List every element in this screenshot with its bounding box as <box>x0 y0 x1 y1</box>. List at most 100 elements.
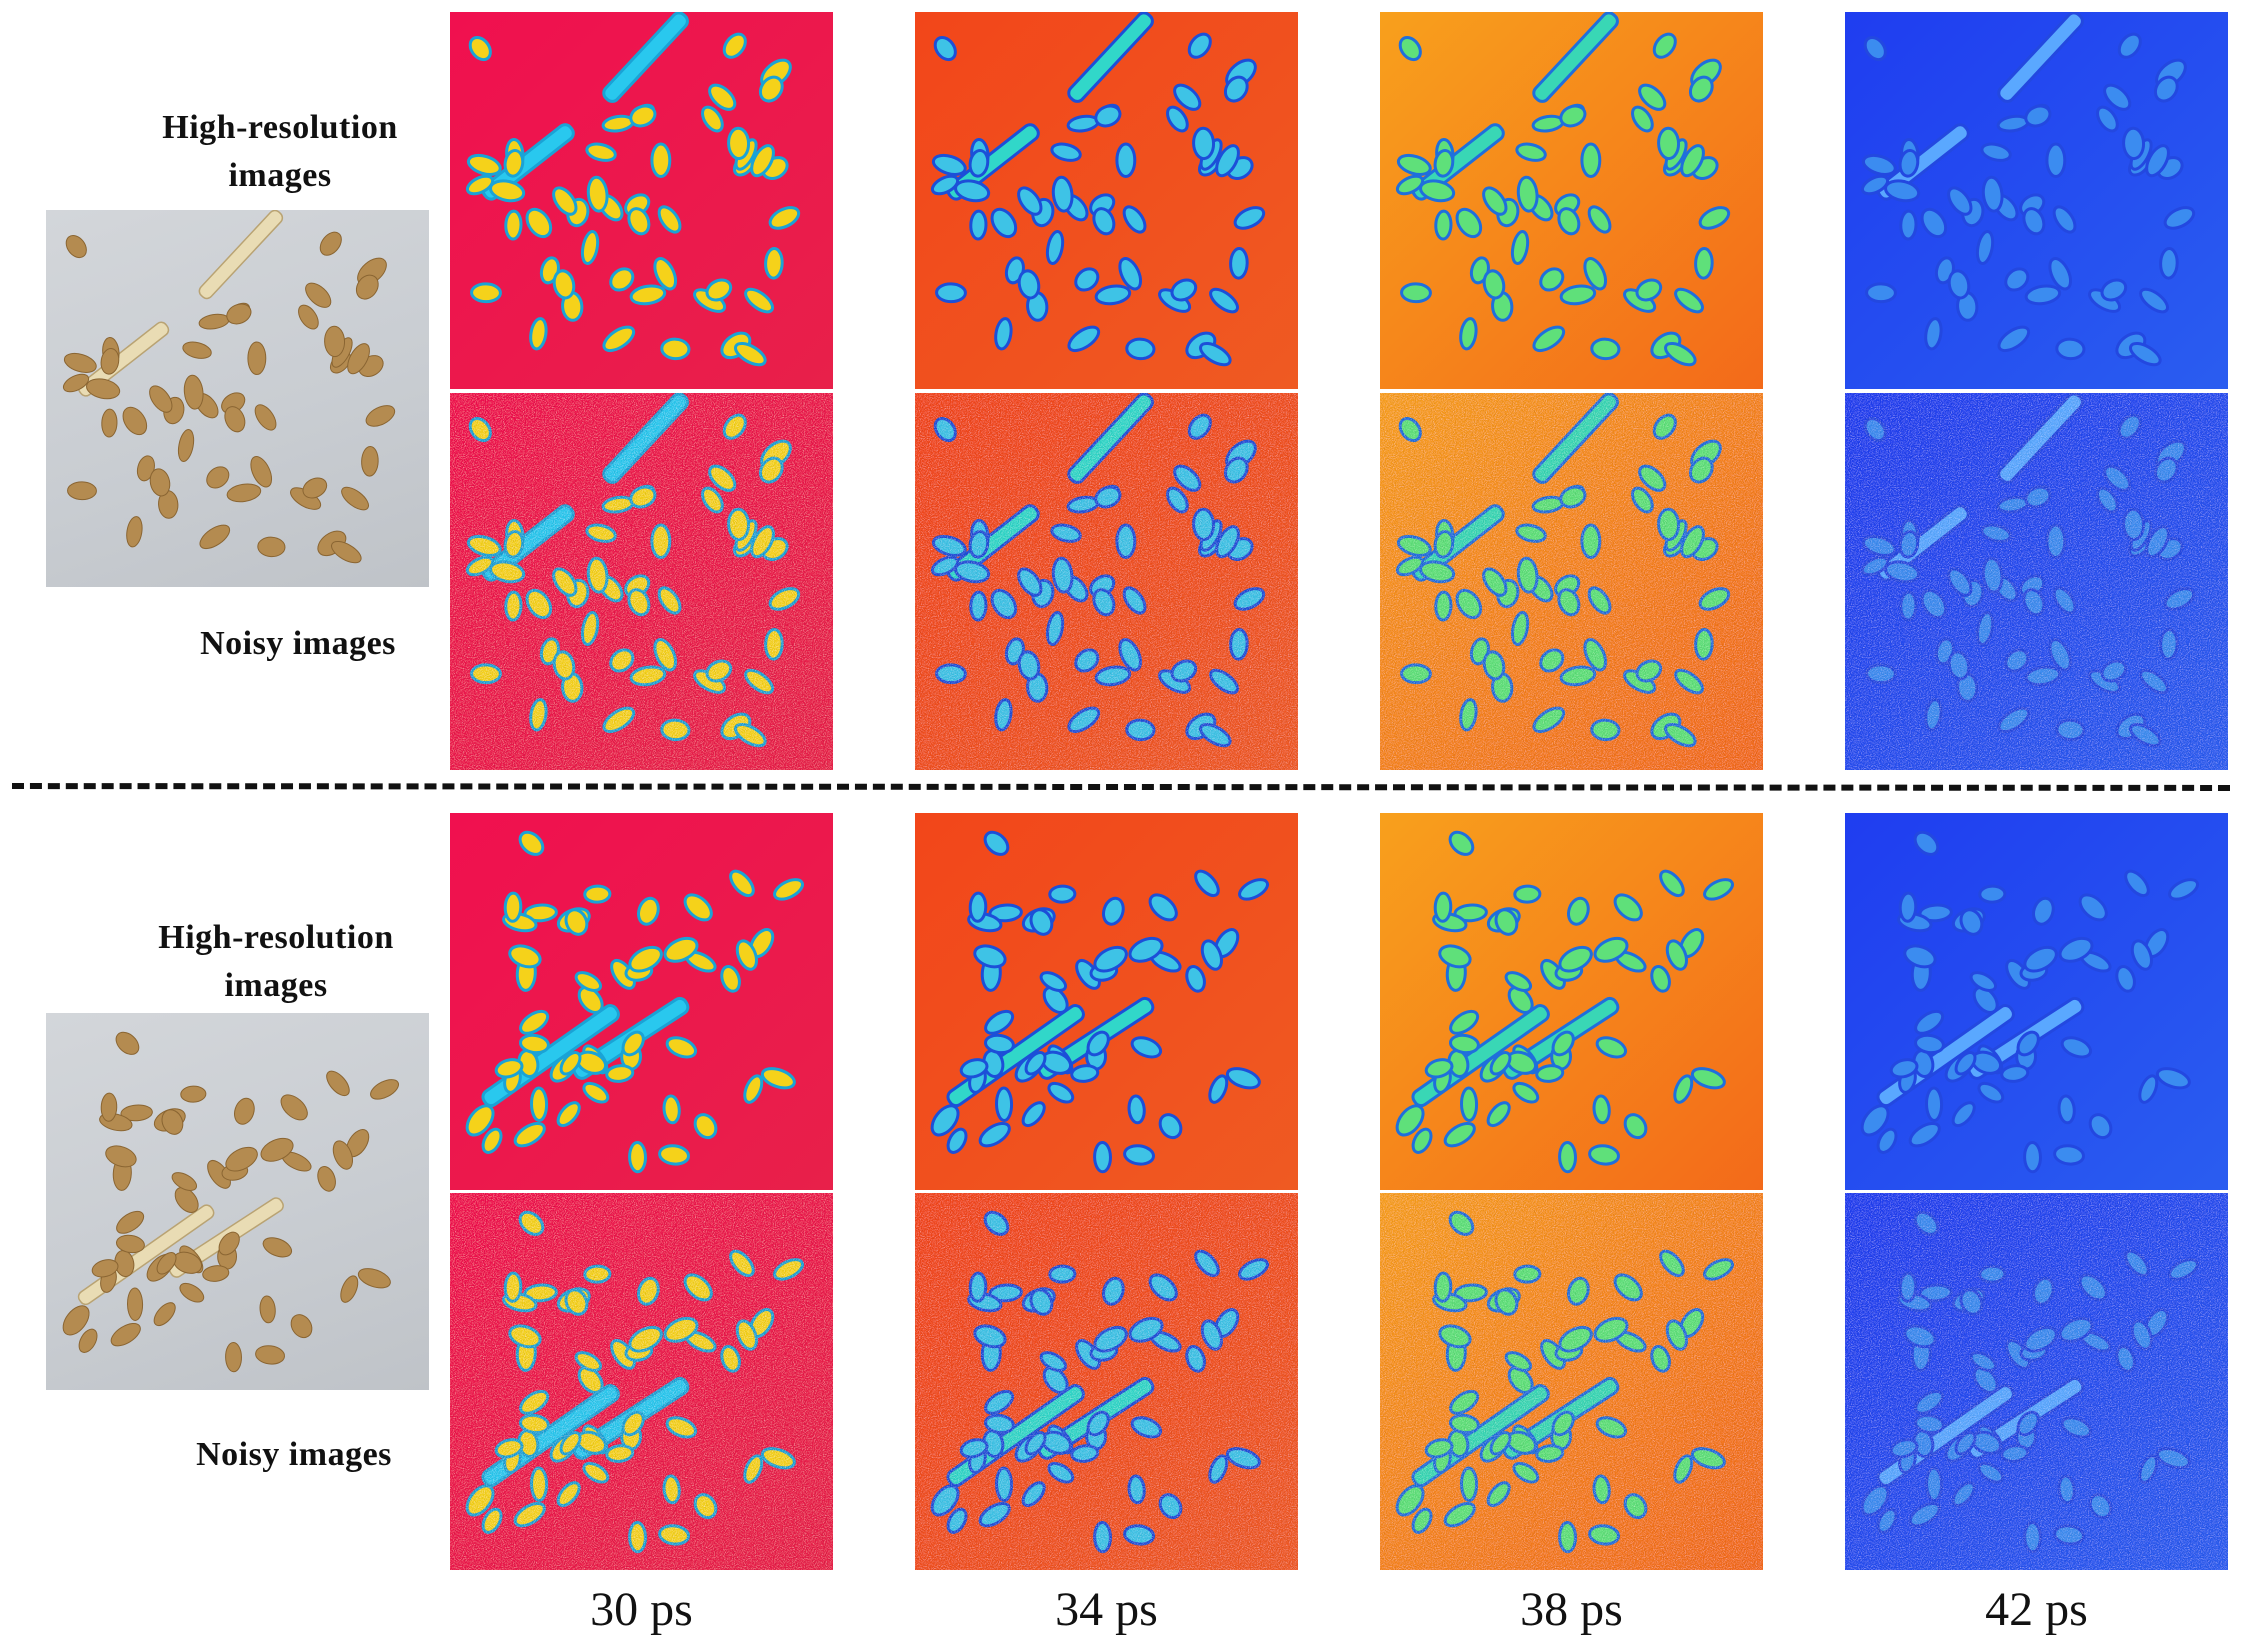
thz-grain <box>973 1324 1007 1349</box>
thz-grain <box>1192 126 1216 161</box>
wheat-grain <box>126 516 143 548</box>
thz-grain <box>653 638 678 672</box>
thz-grain <box>1860 174 1890 196</box>
thz-grain <box>1434 209 1453 241</box>
thz-grain <box>621 1410 645 1437</box>
thz-grain <box>1045 230 1065 265</box>
thz-grain <box>465 555 495 577</box>
thz-grain <box>1592 1094 1611 1125</box>
straw-fragment <box>198 210 284 300</box>
thz-grain <box>1588 1144 1621 1166</box>
thz-grain <box>1086 1030 1110 1057</box>
thz-grain <box>968 1271 988 1303</box>
thz-grain <box>1659 1249 1685 1278</box>
wheat-grain <box>100 347 120 375</box>
thz-grain <box>984 1413 1015 1435</box>
thz-straw <box>1997 12 2084 103</box>
thz-image-top-noisy-38ps <box>1380 393 1763 770</box>
wheat-grain <box>177 429 195 462</box>
thz-grain <box>1449 1413 1480 1435</box>
thz-grain <box>1094 284 1132 306</box>
thz-grain <box>1448 1210 1475 1236</box>
thz-grain <box>768 587 801 611</box>
thz-grain <box>481 1127 503 1154</box>
thz-grain <box>602 706 636 734</box>
thz-grain <box>983 830 1010 856</box>
thz-grain <box>1187 32 1212 59</box>
thz-background <box>1380 1193 1763 1570</box>
thz-grain <box>1698 587 1731 611</box>
thz-grain <box>1674 287 1705 314</box>
thz-grain <box>552 650 576 681</box>
thz-grain <box>2023 1141 2042 1174</box>
thz-grain <box>1889 1058 1919 1079</box>
thz-grain <box>1947 186 1973 216</box>
thz-grain <box>1925 1466 1944 1502</box>
thz-grain <box>1954 1051 1977 1076</box>
thz-grain <box>946 1507 968 1534</box>
thz-grain <box>720 965 741 993</box>
thz-grain <box>1913 1210 1940 1236</box>
thz-grain <box>1455 588 1483 620</box>
thz-image-svg <box>1845 1193 2228 1570</box>
thz-grain <box>1123 1524 1156 1546</box>
thz-grain <box>1613 893 1643 922</box>
thz-grain <box>1981 556 2004 594</box>
thz-image-svg <box>1380 12 1763 389</box>
thz-grain <box>1123 1144 1156 1166</box>
thz-grain <box>1513 884 1542 904</box>
thz-grain <box>564 1288 589 1316</box>
wheat-grain <box>100 1092 118 1122</box>
thz-grain <box>1024 1431 1047 1456</box>
thz-grain <box>1158 1493 1183 1520</box>
thz-grain <box>1899 209 1918 241</box>
wheat-grain <box>257 536 286 558</box>
thz-grain <box>1898 529 1920 559</box>
thz-grain <box>586 175 609 213</box>
thz-grain <box>1400 663 1432 685</box>
wheat-grain <box>347 343 370 375</box>
thz-grain <box>1482 567 1508 597</box>
thz-grain <box>1532 706 1566 734</box>
thz-grain <box>1913 830 1940 856</box>
thz-grain <box>1997 325 2031 353</box>
thz-grain <box>760 1447 796 1470</box>
thz-grain <box>657 205 682 234</box>
thz-grain <box>1978 1264 2007 1284</box>
thz-grain <box>1908 1501 1941 1528</box>
thz-grain <box>1489 1051 1512 1076</box>
thz-grain <box>1613 1273 1643 1302</box>
thz-grain <box>1516 556 1539 594</box>
wheat-grain <box>302 477 328 499</box>
thz-grain <box>470 663 502 685</box>
thz-grain <box>2045 523 2067 560</box>
thz-grain <box>530 1466 549 1502</box>
thz-grain <box>1920 207 1948 239</box>
thz-grain <box>1903 944 1937 969</box>
thz-grain <box>2163 587 2196 611</box>
thz-straw <box>1067 393 1154 484</box>
thz-image-bottom-high-resolution-38ps <box>1380 813 1763 1190</box>
thz-grain <box>582 1081 610 1104</box>
thz-grain <box>1229 627 1249 661</box>
thz-grain <box>1029 908 1054 936</box>
thz-grain <box>1208 1454 1229 1484</box>
thz-grain <box>1673 1074 1694 1104</box>
thz-grain <box>1215 525 1240 559</box>
thz-grain <box>2139 287 2170 314</box>
thz-grain <box>1092 207 1116 236</box>
wheat-grain <box>120 1104 153 1122</box>
thz-grain <box>1688 75 1714 103</box>
thz-grain <box>1209 668 1240 695</box>
wheat-grain <box>317 1166 336 1192</box>
thz-grain <box>735 1319 758 1351</box>
thz-grain <box>519 1033 550 1055</box>
thz-grain <box>503 891 523 923</box>
thz-grain <box>1698 206 1731 230</box>
thz-image-bottom-high-resolution-34ps <box>915 813 1298 1190</box>
wheat-grain <box>262 1237 293 1258</box>
wheat-grain <box>171 1172 198 1191</box>
wheat-grain <box>319 231 342 256</box>
thz-grain <box>683 1273 713 1302</box>
thz-grain <box>758 75 784 103</box>
